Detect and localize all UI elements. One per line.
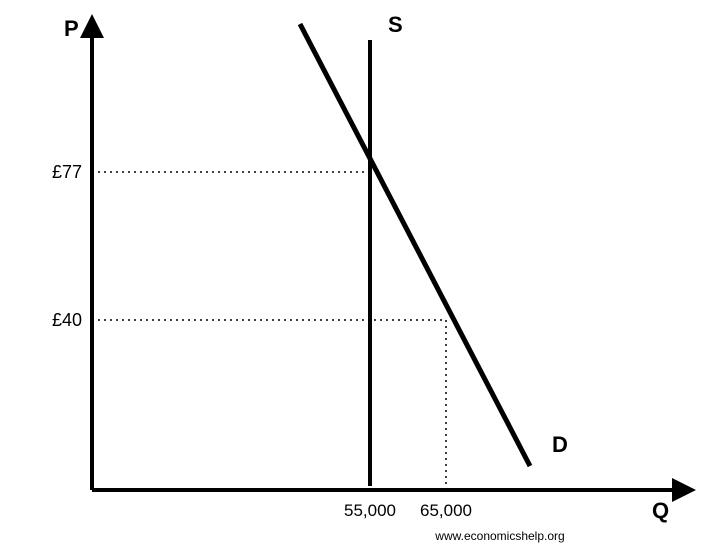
svg-text:£77: £77: [52, 162, 82, 182]
svg-text:D: D: [552, 432, 568, 457]
svg-text:£40: £40: [52, 310, 82, 330]
svg-text:P: P: [64, 16, 79, 41]
chart-svg: P Q S D £77 £40 55,000 65,000 www.economicshelp.…: [0, 0, 726, 552]
svg-text:S: S: [388, 12, 403, 37]
svg-text:55,000: 55,000: [344, 501, 396, 520]
svg-text:Q: Q: [652, 498, 669, 523]
svg-text:www.economicshelp.org: www.economicshelp.org: [434, 529, 564, 543]
supply-demand-chart: P Q S D £77 £40 55,000 65,000 www.economicshelp.…: [0, 0, 726, 552]
svg-text:65,000: 65,000: [420, 501, 472, 520]
